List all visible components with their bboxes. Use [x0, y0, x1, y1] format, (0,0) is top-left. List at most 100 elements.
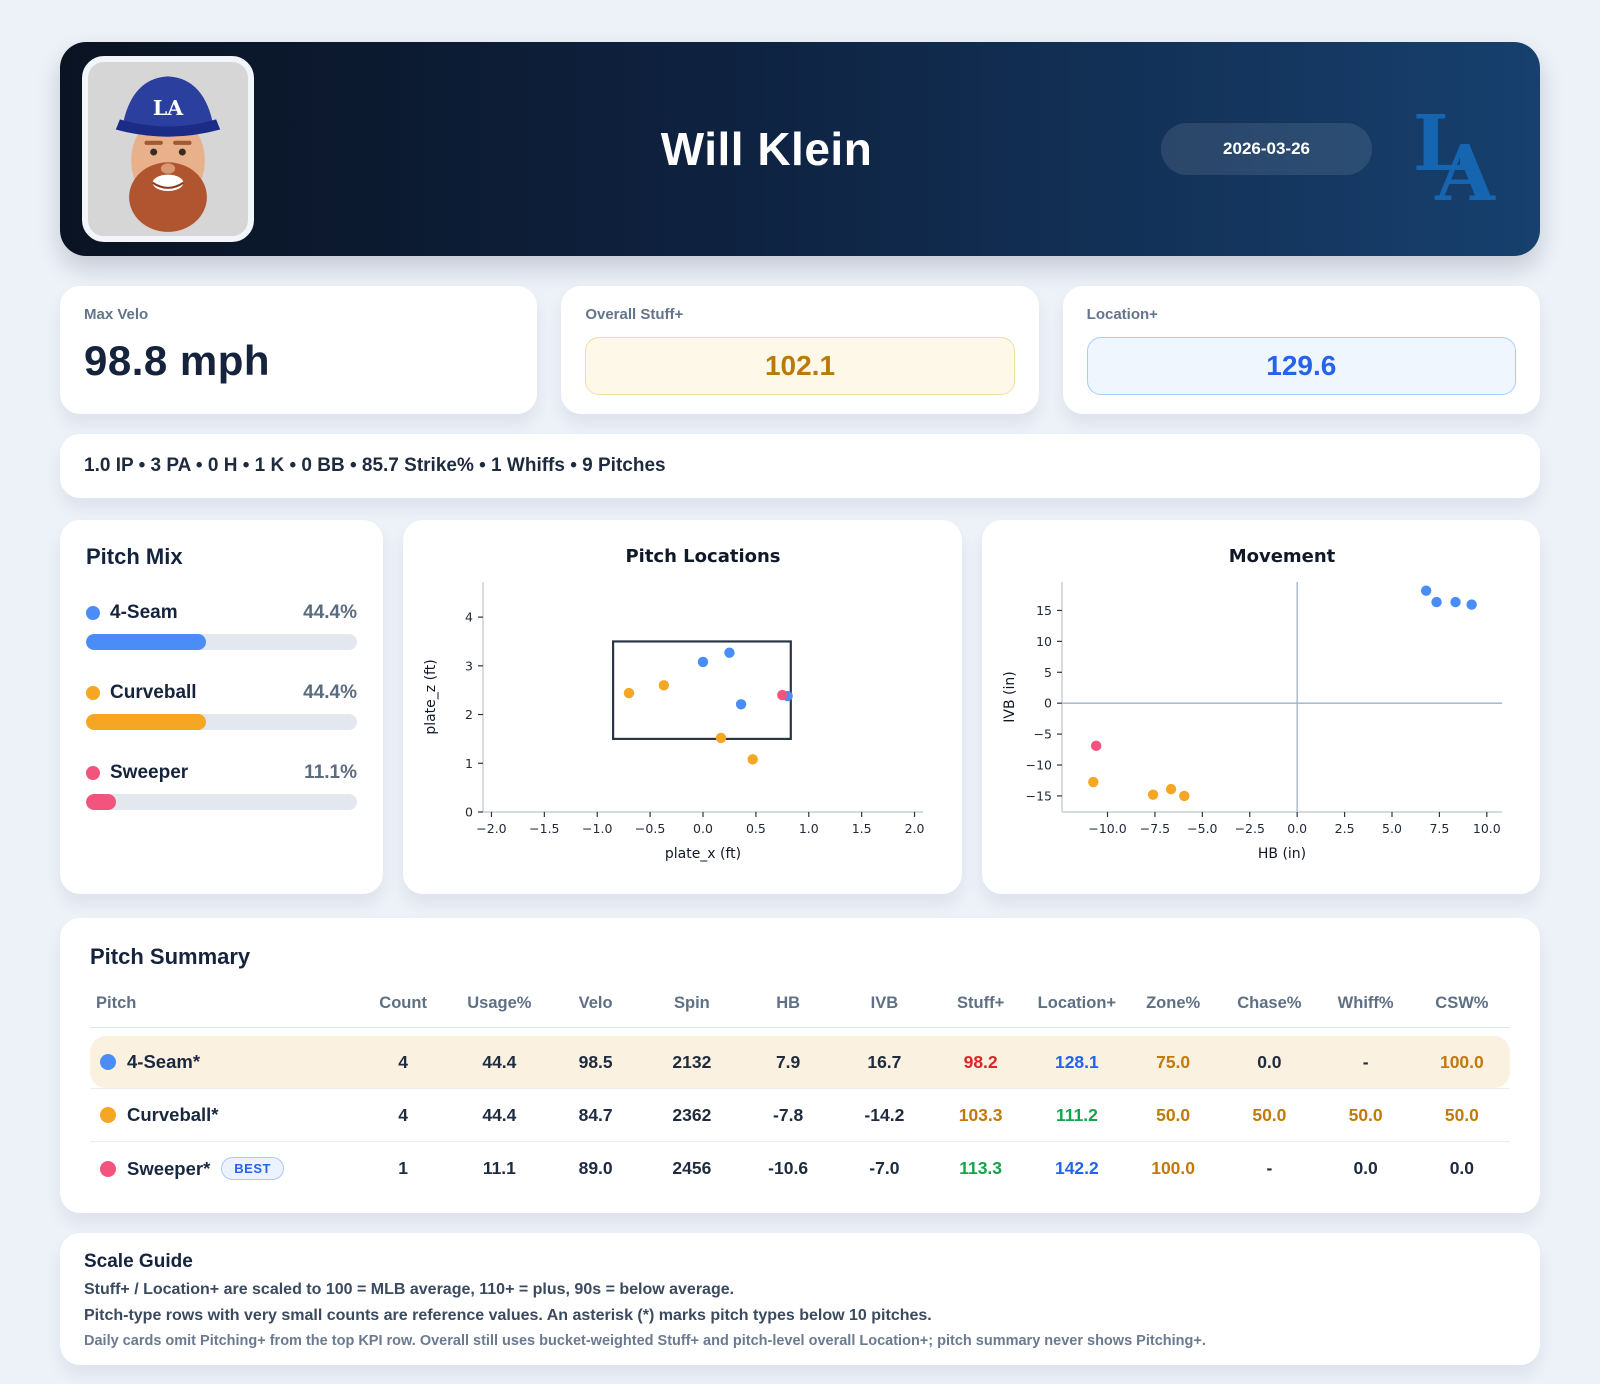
- svg-text:plate_x (ft): plate_x (ft): [665, 846, 741, 862]
- cell-spin: 2362: [672, 1104, 712, 1125]
- player-photo: LA: [82, 56, 254, 242]
- pitch-mix-item: 4-Seam 44.4%: [86, 602, 357, 650]
- pitch-summary-title: Pitch Summary: [90, 944, 251, 969]
- column-header: Stuff+: [957, 994, 1005, 1012]
- svg-text:3: 3: [465, 658, 473, 673]
- pitch-usage-bar: [86, 794, 357, 810]
- pitch-summary-rows: 4-Seam* 4 44.4 98.5 2132 7.9 16.7 98.2 128.1 75.0…: [90, 1036, 1510, 1195]
- cell-zone: 100.0: [1151, 1158, 1196, 1178]
- svg-text:4: 4: [465, 610, 473, 625]
- svg-text:15: 15: [1036, 603, 1052, 618]
- scale-guide-panel: Scale Guide Stuff+ / Location+ are scale…: [60, 1233, 1540, 1365]
- cell-velo: 84.7: [578, 1104, 613, 1125]
- svg-text:0.5: 0.5: [746, 821, 766, 836]
- svg-text:A: A: [1434, 129, 1496, 208]
- cell-spin: 2132: [672, 1051, 712, 1072]
- cell-hb: -10.6: [768, 1158, 809, 1178]
- column-header: Whiff%: [1337, 994, 1394, 1012]
- pitch-mix-title: Pitch Mix: [86, 544, 183, 569]
- column-header: HB: [776, 994, 801, 1012]
- cell-zone: 50.0: [1156, 1104, 1191, 1125]
- player-photo-illustration: LA: [91, 62, 245, 236]
- svg-text:−15: −15: [1025, 788, 1051, 803]
- svg-text:10.0: 10.0: [1473, 821, 1501, 836]
- pitch-mix-item: Curveball 44.4%: [86, 682, 357, 730]
- svg-text:−1.0: −1.0: [582, 821, 612, 836]
- pitch-name: Curveball: [110, 682, 197, 703]
- pitch-cell: 4-Seam*: [90, 1051, 355, 1073]
- pitch-color-dot: [100, 1160, 116, 1177]
- cell-location: 142.2: [1054, 1158, 1099, 1178]
- kpi-card-stuff-plus: Overall Stuff+ 102.1: [561, 286, 1039, 414]
- player-header: LA Will Klein 2026-03-26 L A: [60, 42, 1540, 256]
- pitch-name: 4-Seam*: [127, 1051, 201, 1072]
- pitch-cell: Curveball*: [90, 1104, 355, 1126]
- page-title: Will Klein: [660, 123, 873, 175]
- svg-text:−5: −5: [1033, 727, 1051, 742]
- svg-text:0: 0: [465, 805, 473, 820]
- svg-text:0: 0: [1044, 696, 1052, 711]
- svg-text:−2.0: −2.0: [477, 821, 507, 836]
- svg-text:2.0: 2.0: [905, 821, 925, 836]
- scale-guide-title: Scale Guide: [84, 1251, 193, 1272]
- pitch-locations-chart: Pitch Locations −2.0 −1.5 −1.0 −0.5 0.0 0.5 1.0…: [423, 546, 925, 862]
- svg-text:1: 1: [465, 756, 473, 771]
- svg-text:−10: −10: [1025, 758, 1051, 773]
- table-row: Curveball* 4 44.4 84.7 2362 -7.8 -14.2 103.3 111…: [90, 1088, 1510, 1141]
- cell-whiff: 0.0: [1353, 1158, 1378, 1178]
- svg-text:L: L: [1413, 99, 1467, 189]
- pitch-usage-pct: 11.1%: [304, 762, 357, 783]
- kpi-value-pill: 129.6: [1086, 337, 1516, 395]
- svg-text:2.5: 2.5: [1334, 821, 1354, 836]
- pitch-color-dot: [100, 1054, 116, 1070]
- pitch-usage-bar: [86, 634, 357, 650]
- cell-zone: 75.0: [1156, 1051, 1191, 1072]
- cell-count: 4: [398, 1051, 408, 1072]
- cell-count: 1: [398, 1158, 408, 1178]
- cell-csw: 50.0: [1444, 1104, 1479, 1125]
- charts-row: Pitch Mix 4-Seam 44.4% Curveball 44.4%: [60, 520, 1540, 894]
- pitch-usage-pct: 44.4%: [303, 682, 357, 703]
- svg-text:Movement: Movement: [1228, 546, 1335, 567]
- cell-ivb: -7.0: [869, 1158, 900, 1178]
- pitch-name: Curveball*: [127, 1104, 219, 1125]
- game-stats-line: 1.0 IP • 3 PA • 0 H • 1 K • 0 BB • 85.7 …: [60, 434, 1540, 498]
- pitch-locations-card: Pitch Locations −2.0 −1.5 −1.0 −0.5 0.0 0.5 1.0…: [403, 520, 962, 894]
- svg-text:Pitch Locations: Pitch Locations: [626, 546, 781, 567]
- pitch-color-dot: [86, 686, 100, 700]
- column-header: Chase%: [1237, 994, 1302, 1012]
- pitch-usage-bar: [86, 714, 357, 730]
- svg-text:−2.5: −2.5: [1234, 821, 1264, 836]
- column-header: CSW%: [1435, 994, 1489, 1012]
- svg-text:7.5: 7.5: [1429, 821, 1449, 836]
- scale-guide-line: Pitch-type rows with very small counts a…: [84, 1307, 932, 1324]
- svg-text:LA: LA: [153, 96, 184, 120]
- table-row: 4-Seam* 4 44.4 98.5 2132 7.9 16.7 98.2 128.1 75.0…: [90, 1036, 1510, 1088]
- cell-chase: 0.0: [1257, 1051, 1282, 1072]
- svg-text:5.0: 5.0: [1382, 821, 1402, 836]
- pitch-summary-panel: Pitch Summary Pitch Count Usage% Velo Spin HB…: [60, 918, 1540, 1213]
- pitch-name: Sweeper*: [127, 1157, 211, 1179]
- scale-guide-line: Daily cards omit Pitching+ from the top …: [84, 1333, 1206, 1349]
- column-header: Usage%: [467, 994, 532, 1012]
- cell-whiff: -: [1362, 1051, 1369, 1072]
- cell-location: 128.1: [1054, 1051, 1099, 1072]
- cell-count: 4: [398, 1104, 408, 1125]
- team-logo-icon: L A: [1413, 99, 1496, 208]
- svg-text:−10.0: −10.0: [1088, 821, 1126, 836]
- kpi-label: Location+: [1086, 306, 1158, 323]
- pitch-color-dot: [86, 606, 100, 620]
- table-row: Sweeper* BEST 1 11.1 89.0 2456 -10.6 -7.0 113.3 1…: [90, 1141, 1510, 1195]
- cell-velo: 89.0: [578, 1158, 613, 1178]
- cell-stuff: 98.2: [963, 1051, 998, 1072]
- kpi-card-location-plus: Location+ 129.6: [1062, 286, 1540, 414]
- kpi-card-max-velo: Max Velo 98.8 mph: [60, 286, 538, 414]
- svg-text:−0.5: −0.5: [635, 821, 665, 836]
- cell-chase: 50.0: [1252, 1104, 1287, 1125]
- column-header: Velo: [578, 994, 613, 1012]
- svg-text:10: 10: [1036, 634, 1052, 649]
- cell-hb: -7.8: [773, 1104, 804, 1125]
- pitch-name: Sweeper: [110, 762, 189, 783]
- pitch-mix-item: Sweeper 11.1%: [86, 762, 357, 810]
